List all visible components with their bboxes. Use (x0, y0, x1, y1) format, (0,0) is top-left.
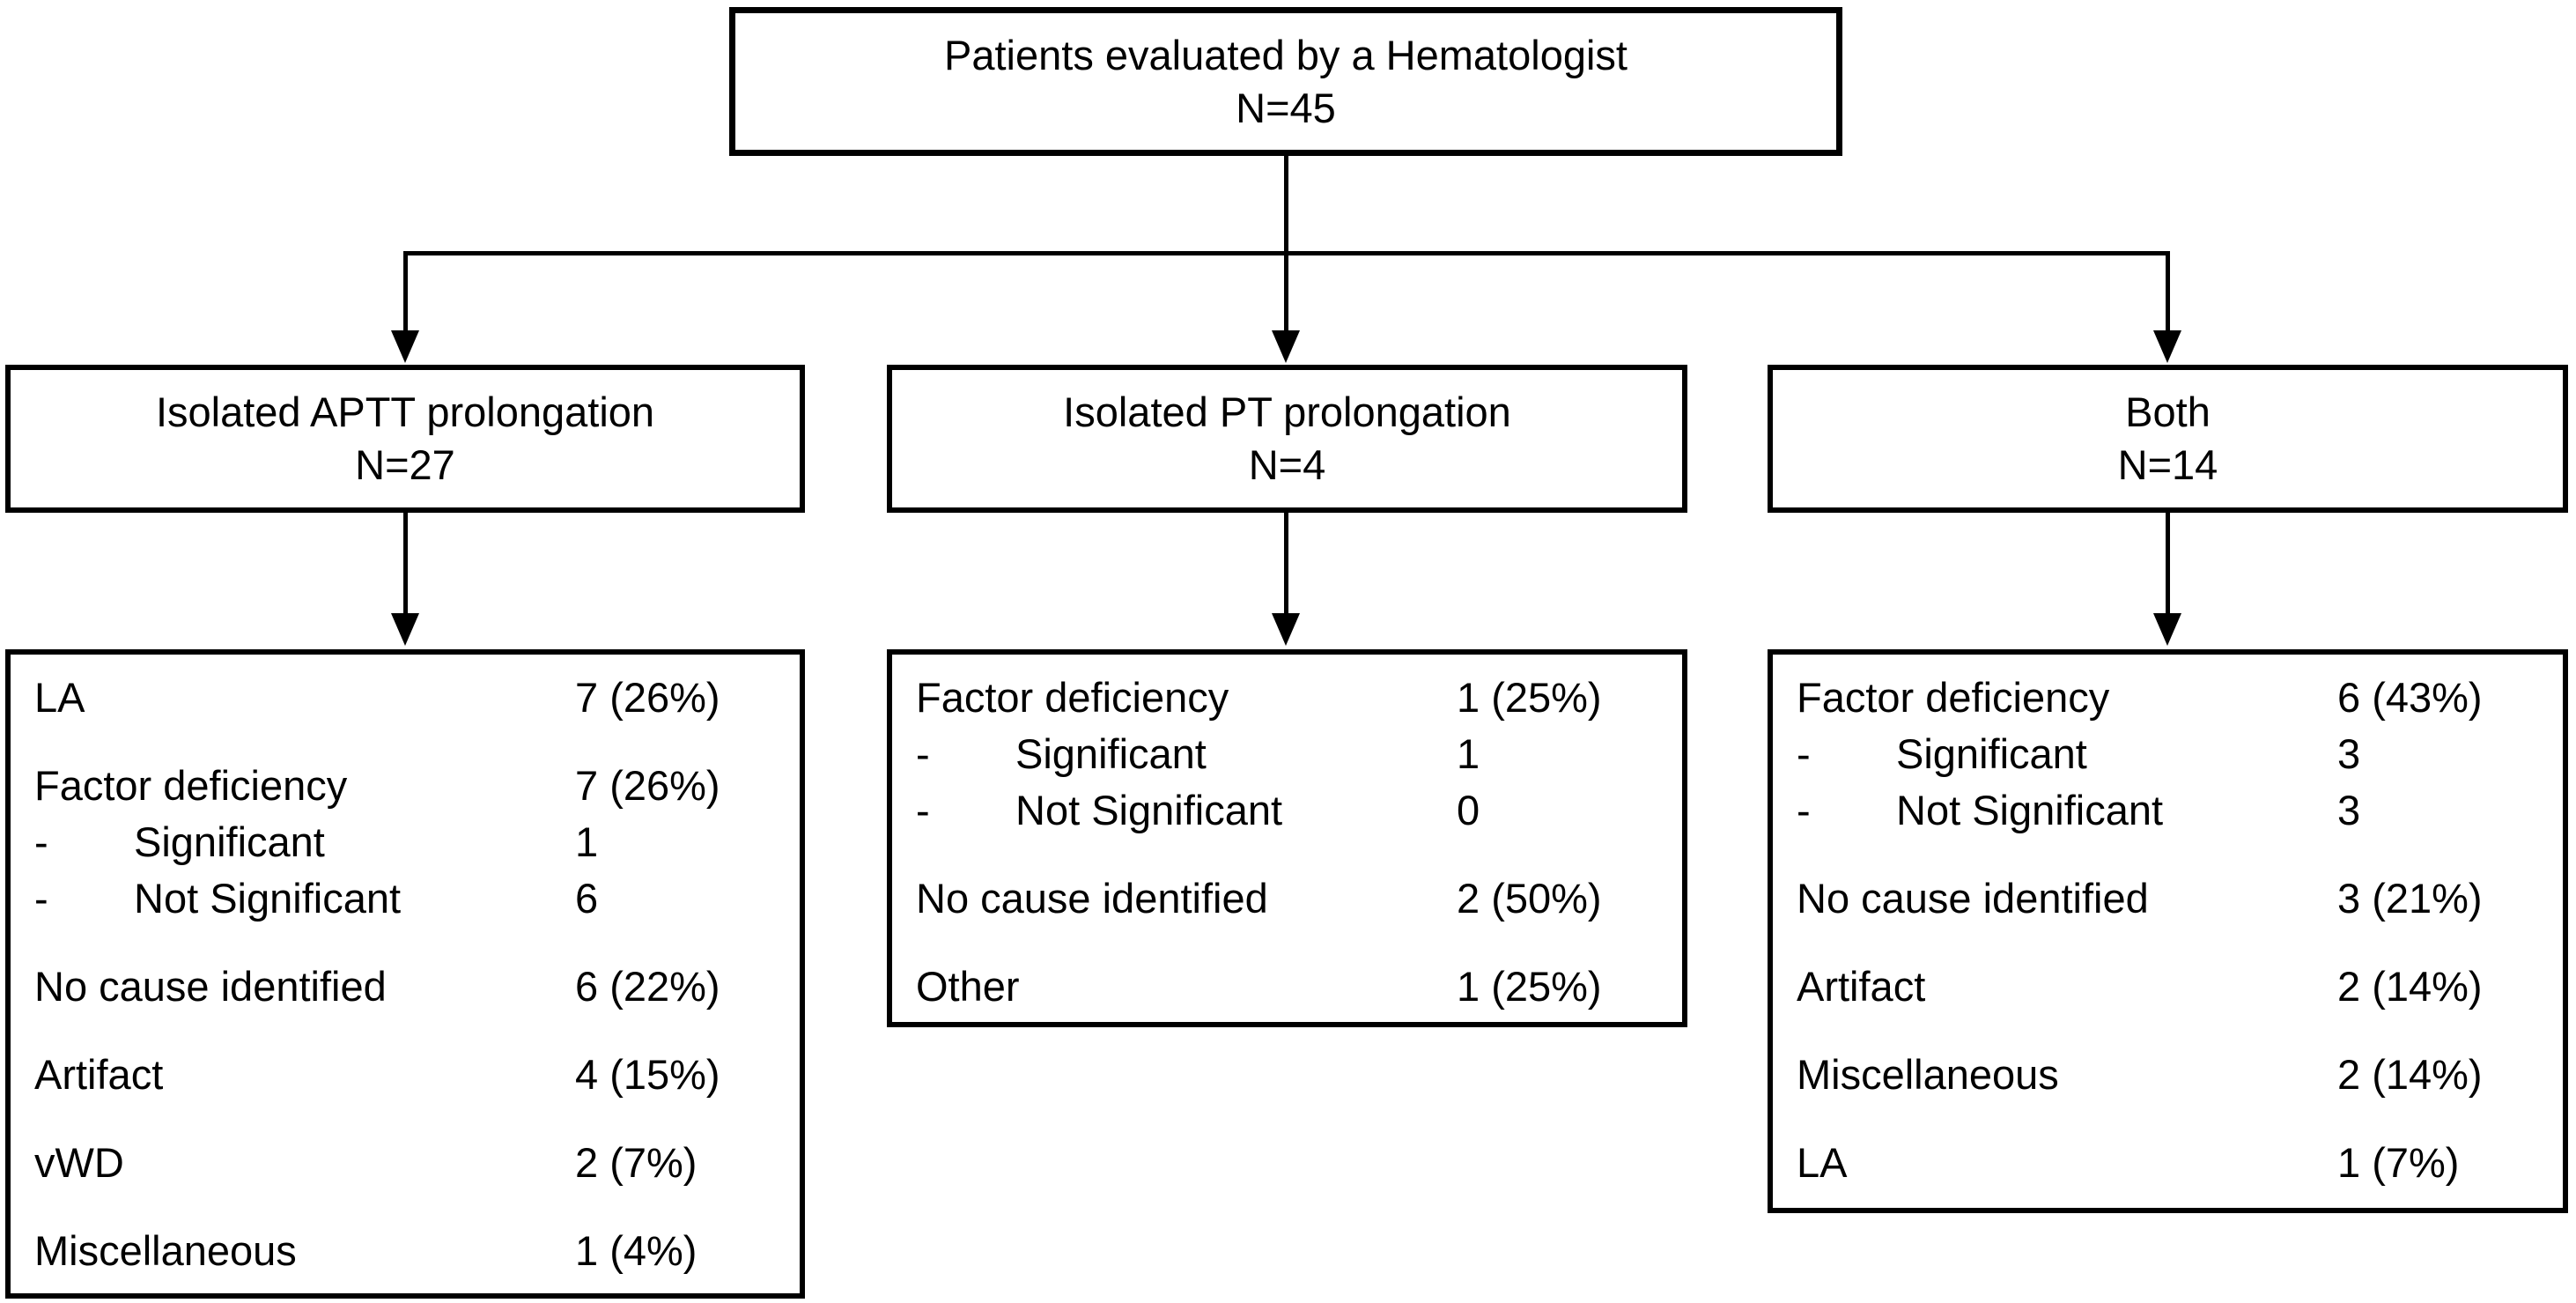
cause-label: Significant (1015, 730, 1207, 777)
cause-value: 2 (7%) (575, 1139, 698, 1186)
cause-row: No cause identified 3 (21%) (1773, 874, 2549, 923)
sub-item-dash: - (34, 875, 48, 922)
arrowhead-aptt-to-detail (391, 613, 419, 646)
cause-label: Not Significant (1896, 787, 2164, 833)
cause-label: Significant (1896, 730, 2087, 777)
cause-subrow: - Not Significant 0 (892, 786, 1668, 835)
root-node-title: Patients evaluated by a Hematologist (944, 31, 1628, 78)
branch-title: Isolated PT prolongation (1063, 389, 1511, 435)
connector-to-both-branch (2166, 253, 2170, 332)
sub-item-dash: - (916, 787, 930, 833)
cause-label: Artifact (1797, 963, 1926, 1010)
cause-row: Factor deficiency 1 (25%) (892, 673, 1668, 722)
sub-item-dash: - (916, 730, 930, 777)
cause-row: Factor deficiency 6 (43%) (1773, 673, 2549, 722)
cause-value: 3 (21%) (2337, 875, 2483, 922)
detail-box-isolated-pt: Factor deficiency 1 (25%) - Significant … (887, 649, 1687, 1027)
root-node: Patients evaluated by a Hematologist N=4… (729, 7, 1842, 156)
cause-label: Not Significant (1015, 787, 1283, 833)
cause-subrow: - Significant 1 (892, 729, 1668, 779)
cause-value: 3 (2337, 787, 2361, 833)
detail-box-isolated-aptt: LA 7 (26%) Factor deficiency 7 (26%) - S… (5, 649, 805, 1299)
branch-node-both: Both N=14 (1768, 365, 2568, 513)
cause-subrow: - Not Significant 6 (11, 874, 786, 923)
cause-value: 6 (43%) (2337, 674, 2483, 721)
cause-value: 2 (14%) (2337, 963, 2483, 1010)
detail-box-both: Factor deficiency 6 (43%) - Significant … (1768, 649, 2568, 1213)
connector-to-pt-branch (1284, 253, 1288, 332)
branch-title: Both (2125, 389, 2211, 435)
cause-value: 2 (50%) (1457, 875, 1602, 922)
cause-subrow: - Significant 3 (1773, 729, 2549, 779)
cause-value: 0 (1457, 787, 1480, 833)
cause-label: Factor deficiency (916, 674, 1229, 721)
cause-value: 2 (14%) (2337, 1051, 2483, 1098)
cause-label: Not Significant (134, 875, 402, 922)
cause-label: Factor deficiency (34, 762, 348, 809)
cause-row: LA 7 (26%) (11, 673, 786, 722)
cause-label: No cause identified (916, 875, 1268, 922)
cause-value: 4 (15%) (575, 1051, 720, 1098)
root-node-count: N=45 (1236, 84, 1336, 131)
cause-row: Other 1 (25%) (892, 962, 1668, 1011)
arrowhead-to-pt-branch (1272, 330, 1300, 363)
arrowhead-to-both-branch (2153, 330, 2181, 363)
cause-label: LA (1797, 1139, 1848, 1186)
cause-label: Miscellaneous (1797, 1051, 2059, 1098)
cause-label: No cause identified (34, 963, 387, 1010)
connector-to-aptt-branch (403, 253, 408, 332)
cause-row: Artifact 4 (15%) (11, 1050, 786, 1099)
cause-row: Artifact 2 (14%) (1773, 962, 2549, 1011)
cause-row: Miscellaneous 1 (4%) (11, 1226, 786, 1276)
connector-pt-to-detail (1284, 513, 1288, 615)
cause-value: 1 (575, 818, 599, 865)
cause-subrow: - Significant 1 (11, 818, 786, 867)
cause-value: 1 (25%) (1457, 963, 1602, 1010)
cause-value: 7 (26%) (575, 674, 720, 721)
cause-row: No cause identified 2 (50%) (892, 874, 1668, 923)
branch-title: Isolated APTT prolongation (155, 389, 655, 435)
connector-aptt-to-detail (403, 513, 408, 615)
branch-count: N=14 (2117, 441, 2218, 488)
branch-count: N=4 (1248, 441, 1326, 488)
cause-row: Miscellaneous 2 (14%) (1773, 1050, 2549, 1099)
cause-row: vWD 2 (7%) (11, 1138, 786, 1188)
cause-value: 1 (25%) (1457, 674, 1602, 721)
cause-label: vWD (34, 1139, 124, 1186)
cause-value: 7 (26%) (575, 762, 720, 809)
connector-root-stem (1284, 154, 1288, 253)
arrowhead-to-aptt-branch (391, 330, 419, 363)
sub-item-dash: - (1797, 730, 1811, 777)
cause-label: Miscellaneous (34, 1227, 297, 1274)
cause-label: Other (916, 963, 1020, 1010)
cause-subrow: - Not Significant 3 (1773, 786, 2549, 835)
branch-node-isolated-pt: Isolated PT prolongation N=4 (887, 365, 1687, 513)
cause-label: Significant (134, 818, 325, 865)
cause-label: LA (34, 674, 85, 721)
cause-value: 6 (22%) (575, 963, 720, 1010)
cause-value: 1 (7%) (2337, 1139, 2460, 1186)
cause-label: No cause identified (1797, 875, 2149, 922)
cause-row: No cause identified 6 (22%) (11, 962, 786, 1011)
cause-row: LA 1 (7%) (1773, 1138, 2549, 1188)
connector-both-to-detail (2166, 513, 2170, 615)
cause-value: 6 (575, 875, 599, 922)
branch-node-isolated-aptt: Isolated APTT prolongation N=27 (5, 365, 805, 513)
branch-count: N=27 (355, 441, 455, 488)
cause-value: 1 (4%) (575, 1227, 698, 1274)
cause-label: Factor deficiency (1797, 674, 2110, 721)
cause-row: Factor deficiency 7 (26%) (11, 761, 786, 811)
arrowhead-pt-to-detail (1272, 613, 1300, 646)
cause-value: 3 (2337, 730, 2361, 777)
cause-label: Artifact (34, 1051, 164, 1098)
sub-item-dash: - (1797, 787, 1811, 833)
sub-item-dash: - (34, 818, 48, 865)
arrowhead-both-to-detail (2153, 613, 2181, 646)
cause-value: 1 (1457, 730, 1480, 777)
